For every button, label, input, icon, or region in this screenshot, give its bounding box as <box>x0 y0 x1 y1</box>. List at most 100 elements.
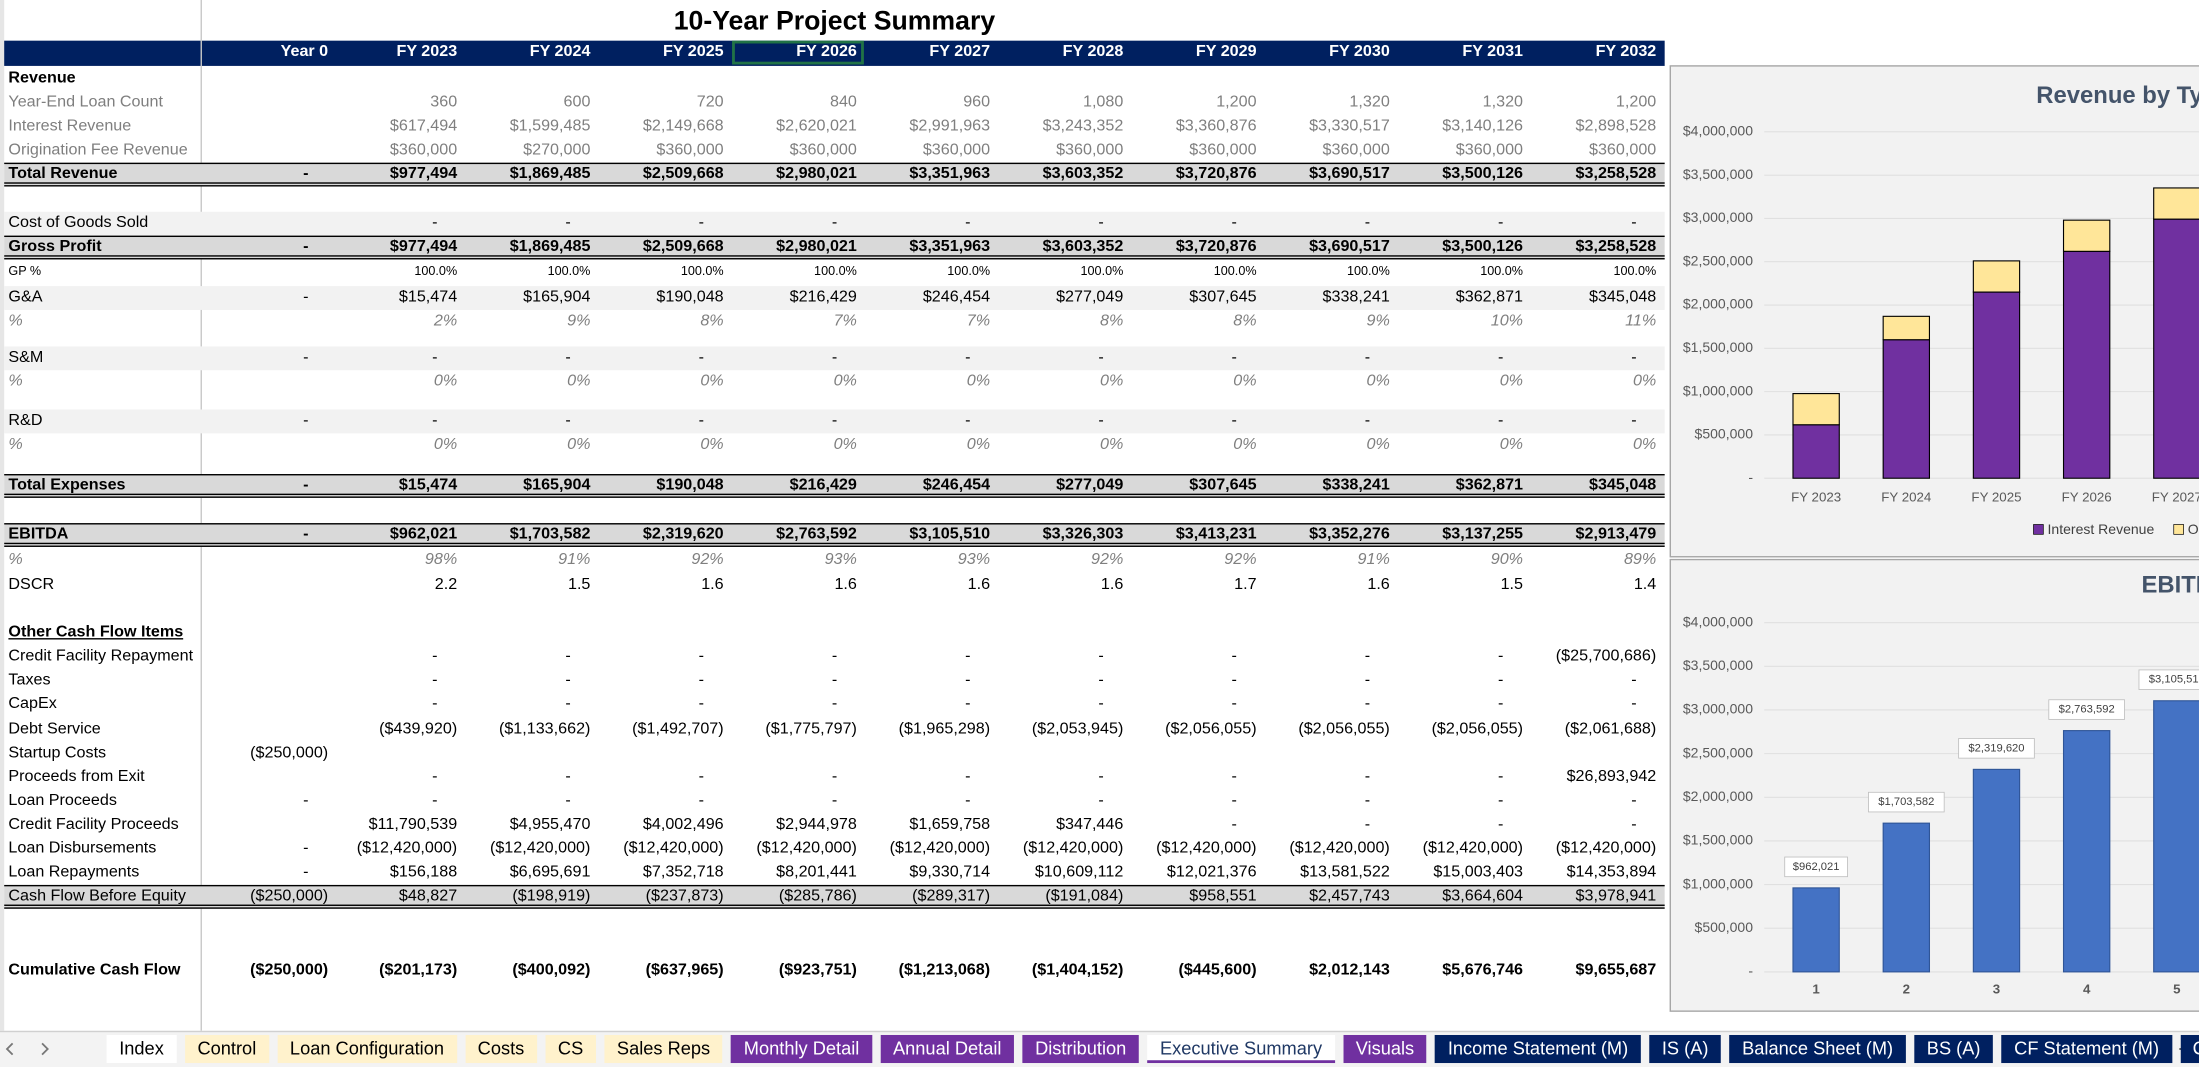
cell: - <box>698 767 705 785</box>
cell: $338,241 <box>1322 288 1390 306</box>
cell: $5,676,746 <box>1442 961 1524 979</box>
sheet-tab[interactable]: Monthly Detail <box>731 1034 872 1064</box>
data-label-box <box>1868 791 1945 813</box>
cell: $307,645 <box>1189 476 1257 493</box>
sheet-tab[interactable]: Balance Sheet (M) <box>1729 1034 1906 1064</box>
sheet-tab[interactable]: Executive Summary <box>1147 1034 1335 1064</box>
row-band <box>4 285 1665 310</box>
cell: - <box>965 791 971 809</box>
cell: $190,048 <box>656 288 724 306</box>
sheet-tab[interactable]: Sales Reps <box>604 1034 723 1064</box>
column-header: FY 2031 <box>1462 43 1524 61</box>
cell: - <box>698 694 705 712</box>
cell: $3,351,963 <box>909 237 991 255</box>
cell: - <box>432 767 438 785</box>
sheet-tab[interactable]: IS (A) <box>1649 1034 1722 1064</box>
cell: - <box>1364 411 1371 429</box>
sheet-tab[interactable]: Index <box>106 1034 177 1064</box>
cell: $360,000 <box>1455 140 1524 158</box>
row-label: Loan Repayments <box>8 863 140 881</box>
cell: ($12,420,000) <box>489 839 591 857</box>
cell: 93% <box>824 550 857 568</box>
bar <box>2062 730 2111 973</box>
cell: - <box>1231 767 1237 785</box>
cell: 100.0% <box>1613 262 1657 277</box>
cell: ($12,420,000) <box>1422 839 1524 857</box>
cell: ($12,420,000) <box>1289 839 1390 857</box>
cell: $216,429 <box>789 288 857 306</box>
cell: - <box>1364 213 1371 231</box>
tab-nav[interactable] <box>0 1035 62 1063</box>
cell: $15,474 <box>398 476 458 493</box>
sheet-tab[interactable]: CF (A) <box>2180 1034 2199 1064</box>
sheet-tab[interactable]: Annual Detail <box>880 1034 1015 1064</box>
y-tick-label: $3,500,000 <box>1683 166 1753 182</box>
sheet-tab[interactable]: Costs <box>465 1034 537 1064</box>
sheet-tab[interactable]: CF Statement (M) <box>2001 1034 2172 1064</box>
cell: 0% <box>700 435 724 453</box>
cell: - <box>698 411 705 429</box>
cell: $3,978,941 <box>1575 887 1657 904</box>
cell: - <box>565 694 571 712</box>
cell: 100.0% <box>1080 262 1124 277</box>
cell: - <box>965 348 971 366</box>
sheet-tab[interactable]: CS <box>545 1034 596 1064</box>
cell: - <box>1631 411 1637 429</box>
cell: 100.0% <box>414 262 458 277</box>
sheet-tab[interactable]: Visuals <box>1343 1034 1427 1064</box>
row-label: Cumulative Cash Flow <box>8 961 181 979</box>
data-label: $3,105,510 <box>2149 674 2199 686</box>
cell: - <box>303 411 309 429</box>
cell: $3,690,517 <box>1309 164 1390 182</box>
cell: $2,509,668 <box>642 237 724 255</box>
column-header: FY 2026 <box>796 43 857 61</box>
cell: $3,258,528 <box>1575 237 1657 255</box>
cell: 7% <box>833 312 857 329</box>
row-label: Loan Disbursements <box>8 839 157 857</box>
legend-swatch <box>2033 524 2044 535</box>
cell: $2,149,668 <box>642 117 724 134</box>
cell: - <box>831 694 838 712</box>
x-tick-label: FY 2023 <box>1791 489 1841 504</box>
cell: - <box>698 671 705 688</box>
cell: $11,790,539 <box>368 815 458 833</box>
cell: 100.0% <box>1213 262 1257 277</box>
sheet-tab[interactable]: Income Statement (M) <box>1435 1034 1641 1064</box>
cell: - <box>965 647 971 665</box>
cell: 1.4 <box>1633 575 1657 593</box>
sheet-tab[interactable]: Loan Configuration <box>277 1034 457 1064</box>
x-tick-label: 3 <box>1993 982 2000 997</box>
sheet-title: 10-Year Project Summary <box>673 7 996 37</box>
cell: 0% <box>700 372 724 390</box>
cell: $165,904 <box>523 476 591 493</box>
cell: ($250,000) <box>250 961 329 979</box>
row-label: Cash Flow Before Equity <box>8 887 186 904</box>
cell: $156,188 <box>389 863 458 881</box>
cell: $2,980,021 <box>776 164 857 182</box>
cell: $26,893,942 <box>1566 767 1657 785</box>
row-label: Total Revenue <box>8 164 118 182</box>
cell: $977,494 <box>389 237 458 255</box>
selected-cell <box>732 40 864 65</box>
cell: - <box>1098 767 1104 785</box>
cell: 90% <box>1490 550 1524 568</box>
cell: ($12,420,000) <box>1555 839 1657 857</box>
cell: ($2,056,055) <box>1431 720 1524 737</box>
cell: - <box>1498 671 1504 688</box>
cell: $617,494 <box>389 117 458 134</box>
sheet-tab[interactable]: BS (A) <box>1914 1034 1994 1064</box>
row-label: Total Expenses <box>8 476 126 493</box>
cell: ($250,000) <box>250 743 329 761</box>
sheet-tab[interactable]: Control <box>184 1034 269 1064</box>
cell: 92% <box>1224 550 1257 568</box>
y-tick-label: $1,000,000 <box>1683 875 1753 891</box>
bar-segment <box>2062 250 2111 479</box>
cell: - <box>831 647 838 665</box>
cell: $1,869,485 <box>509 237 591 255</box>
cell: - <box>831 767 838 785</box>
sheet-tab[interactable]: Distribution <box>1022 1034 1139 1064</box>
cell: - <box>1364 671 1371 688</box>
cell: - <box>1631 791 1637 809</box>
cell: $165,904 <box>523 288 591 306</box>
cell: - <box>1364 694 1371 712</box>
